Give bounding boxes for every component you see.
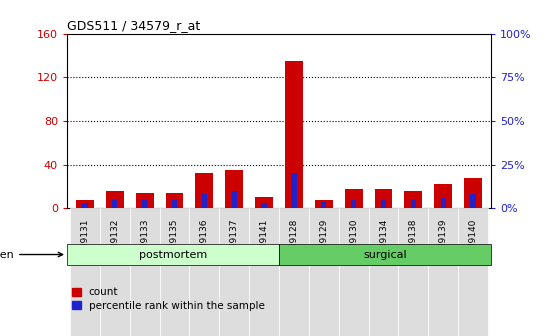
Text: GSM9129: GSM9129: [319, 219, 328, 262]
Bar: [351, 200, 357, 208]
Bar: [142, 200, 147, 208]
Bar: [279, 244, 491, 265]
FancyBboxPatch shape: [70, 209, 100, 336]
Text: GSM9139: GSM9139: [439, 219, 448, 262]
Text: GDS511 / 34579_r_at: GDS511 / 34579_r_at: [67, 19, 200, 33]
Text: GSM9131: GSM9131: [80, 219, 89, 262]
Bar: [166, 193, 184, 208]
FancyBboxPatch shape: [279, 209, 309, 336]
Bar: [172, 200, 177, 208]
Text: GSM9134: GSM9134: [379, 219, 388, 262]
FancyBboxPatch shape: [398, 209, 429, 336]
Bar: [195, 173, 213, 208]
FancyBboxPatch shape: [129, 209, 160, 336]
Bar: [441, 198, 446, 208]
Bar: [285, 61, 303, 208]
FancyBboxPatch shape: [458, 209, 488, 336]
Text: GSM9135: GSM9135: [170, 219, 179, 262]
Legend: count, percentile rank within the sample: count, percentile rank within the sample: [72, 288, 264, 310]
Bar: [291, 173, 297, 208]
Text: GSM9132: GSM9132: [110, 219, 119, 262]
Bar: [232, 191, 237, 208]
Bar: [321, 201, 326, 208]
Bar: [106, 191, 124, 208]
Bar: [345, 189, 363, 208]
FancyBboxPatch shape: [249, 209, 279, 336]
Bar: [67, 244, 279, 265]
FancyBboxPatch shape: [219, 209, 249, 336]
FancyBboxPatch shape: [339, 209, 369, 336]
Bar: [225, 170, 243, 208]
Bar: [255, 197, 273, 208]
Bar: [315, 200, 333, 208]
Text: GSM9130: GSM9130: [349, 219, 358, 262]
Bar: [405, 191, 422, 208]
Text: GSM9140: GSM9140: [469, 219, 478, 262]
FancyBboxPatch shape: [429, 209, 458, 336]
FancyBboxPatch shape: [309, 209, 339, 336]
Bar: [112, 200, 117, 208]
Bar: [374, 189, 392, 208]
FancyBboxPatch shape: [100, 209, 129, 336]
Text: GSM9138: GSM9138: [409, 219, 418, 262]
Bar: [464, 178, 482, 208]
Bar: [411, 200, 416, 208]
Text: GSM9133: GSM9133: [140, 219, 149, 262]
Text: GSM9136: GSM9136: [200, 219, 209, 262]
FancyBboxPatch shape: [189, 209, 219, 336]
Bar: [434, 184, 452, 208]
Bar: [261, 203, 267, 208]
Text: postmortem: postmortem: [139, 250, 207, 259]
Text: surgical: surgical: [363, 250, 407, 259]
Bar: [381, 200, 386, 208]
Text: GSM9128: GSM9128: [290, 219, 299, 262]
FancyBboxPatch shape: [160, 209, 189, 336]
FancyBboxPatch shape: [369, 209, 398, 336]
Text: specimen: specimen: [0, 250, 62, 259]
Bar: [136, 193, 153, 208]
Bar: [470, 194, 476, 208]
Bar: [76, 200, 94, 208]
Bar: [201, 194, 207, 208]
Bar: [82, 203, 88, 208]
Text: GSM9137: GSM9137: [230, 219, 239, 262]
Text: GSM9141: GSM9141: [259, 219, 268, 262]
